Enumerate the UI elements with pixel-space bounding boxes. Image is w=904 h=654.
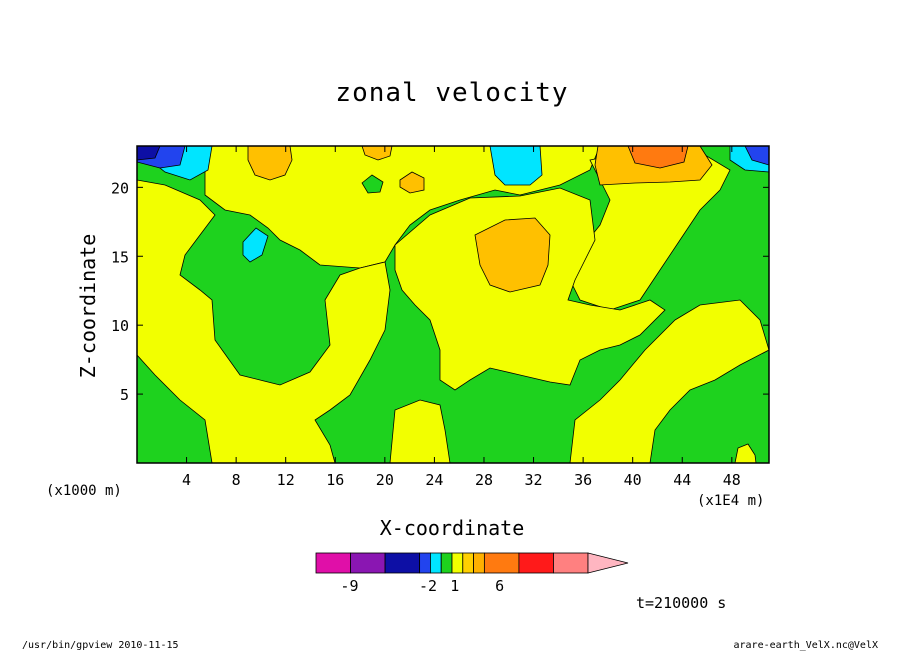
- colorbar-swatch: [430, 552, 442, 574]
- footer-program-info: /usr/bin/gpview 2010-11-15: [22, 640, 179, 651]
- dark-orange-patch: [627, 146, 689, 169]
- orange-patch-small: [399, 171, 425, 194]
- x-tick-label: 44: [673, 471, 691, 489]
- x-tick-label: 16: [326, 471, 344, 489]
- colorbar-tick-label: 1: [450, 577, 459, 595]
- colorbar-swatch: [419, 552, 431, 574]
- orange-patch-upper-left: [247, 146, 293, 181]
- y-tick-label: 15: [111, 248, 129, 266]
- yellow-region-corner: [734, 443, 757, 463]
- x-tick-label: 8: [232, 471, 241, 489]
- x-tick-label: 4: [182, 471, 191, 489]
- x-axis-unit-label-right: (x1E4 m): [697, 493, 765, 509]
- plot-frame: [136, 145, 770, 464]
- colorbar: -9 -2 1 6: [315, 552, 629, 595]
- colorbar-swatch: [483, 552, 520, 574]
- x-tick-label: 48: [723, 471, 741, 489]
- colorbar-swatch: [553, 552, 589, 574]
- colorbar-swatch: [350, 552, 386, 574]
- cyan-patch-island: [242, 227, 269, 263]
- y-tick-label: 10: [111, 317, 129, 335]
- x-tick-label: 32: [525, 471, 543, 489]
- colorbar-swatch: [518, 552, 554, 574]
- dark-blue-patch-left: [137, 146, 161, 161]
- colorbar-swatch: [473, 552, 485, 574]
- yellow-region-left: [137, 179, 391, 463]
- colorbar-tick-label: 6: [495, 577, 504, 595]
- colorbar-swatch: [440, 552, 453, 574]
- y-tick-label: 5: [120, 386, 129, 404]
- x-tick-label: 12: [277, 471, 295, 489]
- cyan-patch-center: [489, 146, 543, 186]
- footer-file-info: arare-earth_VelX.nc@VelX: [733, 640, 879, 651]
- colorbar-over-arrow: [587, 552, 629, 574]
- colorbar-swatch: [451, 552, 464, 574]
- x-axis-label: X-coordinate: [379, 516, 525, 540]
- yellow-region-bottom-right: [569, 299, 769, 463]
- colorbar-swatch: [384, 552, 421, 574]
- orange-patch-center: [474, 217, 551, 293]
- x-tick-label: 28: [475, 471, 493, 489]
- colorbar-swatch: [315, 552, 351, 574]
- colorbar-tick-label: -9: [340, 577, 358, 595]
- green-island-small: [361, 174, 384, 194]
- x-axis-unit-label: (x1000 m): [46, 483, 122, 499]
- y-tick-label: 20: [111, 179, 129, 197]
- blue-patch-right: [744, 146, 769, 166]
- x-tick-label: 24: [425, 471, 443, 489]
- chart-title: zonal velocity: [335, 78, 569, 108]
- colorbar-swatch: [462, 552, 474, 574]
- colorbar-tick-label: -2: [419, 577, 437, 595]
- yellow-region-bottom-center: [389, 399, 451, 463]
- yellow-region-center: [394, 187, 666, 391]
- x-tick-label: 20: [376, 471, 394, 489]
- x-tick-label: 40: [624, 471, 642, 489]
- time-label: t=210000 s: [636, 594, 727, 612]
- x-tick-label: 36: [574, 471, 592, 489]
